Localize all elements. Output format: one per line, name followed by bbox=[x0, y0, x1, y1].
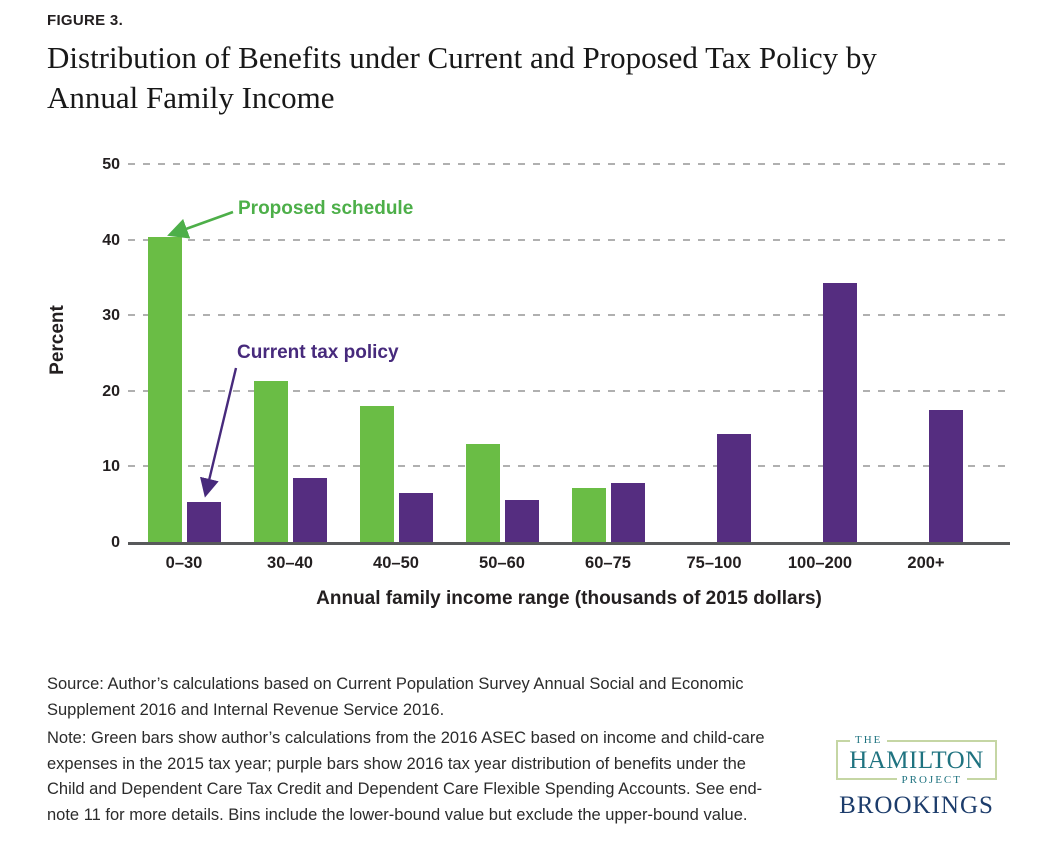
y-tick-40: 40 bbox=[102, 231, 120, 249]
y-tick-50: 50 bbox=[102, 156, 120, 173]
bar-proposed-schedule-40–50 bbox=[359, 405, 394, 542]
gridline-30 bbox=[128, 314, 1010, 317]
bar-group-40–50 bbox=[343, 150, 449, 542]
bar-group-100–200 bbox=[767, 150, 873, 542]
note-line-1: Note: Green bars show author’s calculati… bbox=[47, 729, 765, 747]
bar-proposed-schedule-50–60 bbox=[465, 443, 500, 542]
hamilton-brookings-logo: THE HAMILTON PROJECT BROOKINGS bbox=[836, 734, 997, 820]
logo-brookings-label: BROOKINGS bbox=[839, 792, 994, 819]
bar-proposed-schedule-30–40 bbox=[253, 380, 288, 542]
logo-project-label: PROJECT bbox=[896, 774, 967, 786]
source-line-2: Supplement 2016 and Internal Revenue Ser… bbox=[47, 700, 445, 719]
y-tick-20: 20 bbox=[102, 382, 120, 400]
bar-group-0–30 bbox=[131, 150, 237, 542]
x-tick-75–100: 75–100 bbox=[686, 554, 742, 572]
y-axis-title: Percent bbox=[47, 305, 68, 375]
source-line-1: Source: Author’s calculations based on C… bbox=[47, 675, 744, 693]
bar-chart: 0 10 20 30 40 50 Percent 0–30 30–40 40–50 50–60 6… bbox=[0, 150, 1050, 630]
x-tick-200+: 200+ bbox=[907, 554, 945, 572]
x-tick-labels: 0–30 30–40 40–50 50–60 60–75 75–100 100–200 200… bbox=[131, 554, 979, 573]
bar-current-tax-policy-100–200 bbox=[822, 282, 857, 542]
bars-row bbox=[131, 150, 979, 542]
logo-hamilton-label: HAMILTON bbox=[849, 747, 984, 774]
y-tick-10: 10 bbox=[102, 458, 120, 476]
legend-current-tax-policy: Current tax policy bbox=[237, 342, 399, 363]
bar-current-tax-policy-40–50 bbox=[398, 492, 433, 542]
note-line-3: Child and Dependent Care Tax Credit and … bbox=[47, 780, 763, 798]
bar-current-tax-policy-30–40 bbox=[292, 477, 327, 542]
bar-group-50–60 bbox=[449, 150, 555, 542]
x-tick-60–75: 60–75 bbox=[585, 554, 631, 572]
x-tick-0–30: 0–30 bbox=[165, 554, 203, 572]
note-text: Note: Green bars show author’s calculati… bbox=[47, 726, 847, 828]
logo-the-label: THE bbox=[850, 734, 888, 746]
bar-current-tax-policy-0–30 bbox=[186, 501, 221, 542]
bar-current-tax-policy-60–75 bbox=[610, 483, 645, 542]
note-line-4: note 11 for more details. Bins include t… bbox=[47, 805, 748, 824]
x-axis-title: Annual family income range (thousands of… bbox=[316, 588, 822, 609]
x-tick-40–50: 40–50 bbox=[373, 554, 419, 572]
y-tick-0: 0 bbox=[111, 534, 120, 551]
y-tick-30: 30 bbox=[102, 307, 120, 325]
bar-current-tax-policy-75–100 bbox=[716, 433, 751, 542]
legend-proposed-schedule: Proposed schedule bbox=[238, 198, 414, 219]
bar-current-tax-policy-200+ bbox=[928, 410, 963, 542]
gridline-50 bbox=[128, 163, 1010, 165]
bar-group-60–75 bbox=[555, 150, 661, 542]
bar-group-30–40 bbox=[237, 150, 343, 542]
figure-title: Distribution of Benefits under Current a… bbox=[47, 38, 1017, 118]
x-tick-50–60: 50–60 bbox=[479, 554, 525, 572]
bar-proposed-schedule-60–75 bbox=[571, 488, 606, 542]
source-text: Source: Author’s calculations based on C… bbox=[47, 672, 847, 723]
bar-group-75–100 bbox=[661, 150, 767, 542]
figure-title-line-2: Annual Family Income bbox=[47, 80, 335, 115]
figure-label: FIGURE 3. bbox=[47, 12, 124, 29]
gridline-40 bbox=[128, 238, 1010, 241]
figure-title-line-1: Distribution of Benefits under Current a… bbox=[47, 40, 877, 75]
hamilton-project-logo-box: THE HAMILTON PROJECT bbox=[836, 734, 997, 786]
bar-proposed-schedule-0–30 bbox=[147, 237, 182, 542]
x-axis-line bbox=[128, 542, 1010, 545]
bar-current-tax-policy-50–60 bbox=[504, 500, 539, 542]
x-tick-100–200: 100–200 bbox=[787, 554, 853, 572]
gridline-20 bbox=[128, 389, 1010, 392]
note-line-2: expenses in the 2015 tax year; purple ba… bbox=[47, 754, 746, 773]
x-tick-30–40: 30–40 bbox=[267, 554, 313, 572]
bar-group-200+ bbox=[873, 150, 979, 542]
gridline-10 bbox=[128, 465, 1010, 468]
